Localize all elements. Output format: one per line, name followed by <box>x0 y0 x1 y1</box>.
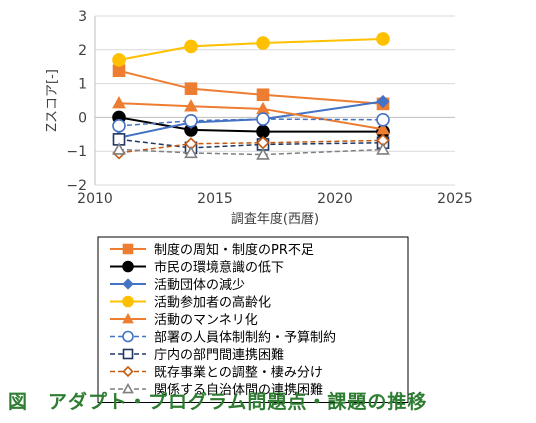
data-point <box>256 147 270 160</box>
data-point <box>256 112 270 126</box>
legend-label: 既存事業との調整・棲み分け <box>154 365 323 381</box>
x-tick-label: 2010 <box>77 191 113 207</box>
legend-swatch-marker <box>122 330 134 343</box>
figure-caption: 図 アダプト・プログラム問題点・課題の推移 <box>8 391 428 413</box>
data-point <box>184 113 198 128</box>
data-point <box>112 53 126 67</box>
series-line <box>118 118 384 127</box>
data-point <box>376 142 390 155</box>
data-point <box>256 124 270 139</box>
legend-swatch-marker <box>122 365 134 378</box>
data-point <box>376 112 390 127</box>
legend-item: 関係する自治体間の連携困難 <box>110 382 323 398</box>
data-point <box>112 119 126 133</box>
data-point <box>112 96 126 109</box>
legend-swatch-marker <box>122 312 134 324</box>
legend-swatch-marker <box>122 243 134 255</box>
legend-item: 制度の周知・制度のPR不足 <box>110 242 314 258</box>
series-4 <box>112 96 390 135</box>
data-point <box>184 145 198 159</box>
x-tick-label: 2015 <box>197 191 233 207</box>
data-point <box>376 94 390 109</box>
y-tick-label: 2 <box>78 43 87 59</box>
y-tick-label: −2 <box>66 178 87 194</box>
legend-box <box>97 236 409 403</box>
series-line <box>118 37 384 61</box>
data-point <box>256 88 270 102</box>
data-point <box>184 82 198 95</box>
legend-label: 庁内の部門間連携困難 <box>154 347 284 363</box>
data-point <box>184 39 198 54</box>
y-axis-title: Zスコア[-] <box>45 69 60 132</box>
series-line <box>118 138 384 149</box>
series-1 <box>112 110 390 139</box>
data-point <box>112 142 126 155</box>
series-0 <box>112 64 390 111</box>
y-tick-label: −1 <box>66 144 87 160</box>
legend-label: 活動のマンネリ化 <box>154 313 258 328</box>
legend-label: 市民の環境意識の低下 <box>154 260 284 276</box>
legend-item: 活動団体の減少 <box>110 277 245 293</box>
y-tick-label: 1 <box>78 77 87 93</box>
series-line <box>118 100 384 139</box>
x-tick-label: 2020 <box>317 191 353 207</box>
y-tick-label: 3 <box>78 9 87 25</box>
legend-swatch-marker <box>122 278 134 290</box>
series-line <box>118 148 384 156</box>
legend-item: 庁内の部門間連携困難 <box>110 347 284 363</box>
legend-swatch-marker <box>122 348 134 360</box>
legend-item: 活動参加者の高齢化 <box>110 295 271 311</box>
data-point <box>376 122 390 135</box>
legend-item: 既存事業との調整・棲み分け <box>110 365 323 381</box>
data-point <box>256 36 270 50</box>
legend-label: 活動参加者の高齢化 <box>154 295 271 311</box>
x-tick-label: 2025 <box>437 191 473 207</box>
series-8 <box>112 142 390 160</box>
series-3 <box>112 32 390 67</box>
series-line <box>118 69 384 105</box>
data-point <box>112 64 126 78</box>
legend-label: 制度の周知・制度のPR不足 <box>154 242 314 258</box>
x-axis-title: 調査年度(西暦) <box>231 211 319 227</box>
legend-swatch-marker <box>122 295 134 308</box>
series-5 <box>112 112 390 133</box>
legend-label: 部署の人員体制制約・予算制約 <box>154 331 336 346</box>
legend-item: 部署の人員体制制約・予算制約 <box>110 331 336 346</box>
data-point <box>376 32 390 46</box>
data-point <box>184 99 198 112</box>
legend-label: 活動団体の減少 <box>154 277 245 293</box>
series-line <box>118 139 384 154</box>
series-7 <box>112 133 390 160</box>
legend-item: 活動のマンネリ化 <box>110 312 258 328</box>
legend-label: 関係する自治体間の連携困難 <box>154 382 323 398</box>
legend-item: 市民の環境意識の低下 <box>110 260 284 276</box>
y-tick-label: 0 <box>78 110 87 126</box>
legend-swatch-marker <box>122 260 134 273</box>
legend-swatch-marker <box>122 382 134 394</box>
